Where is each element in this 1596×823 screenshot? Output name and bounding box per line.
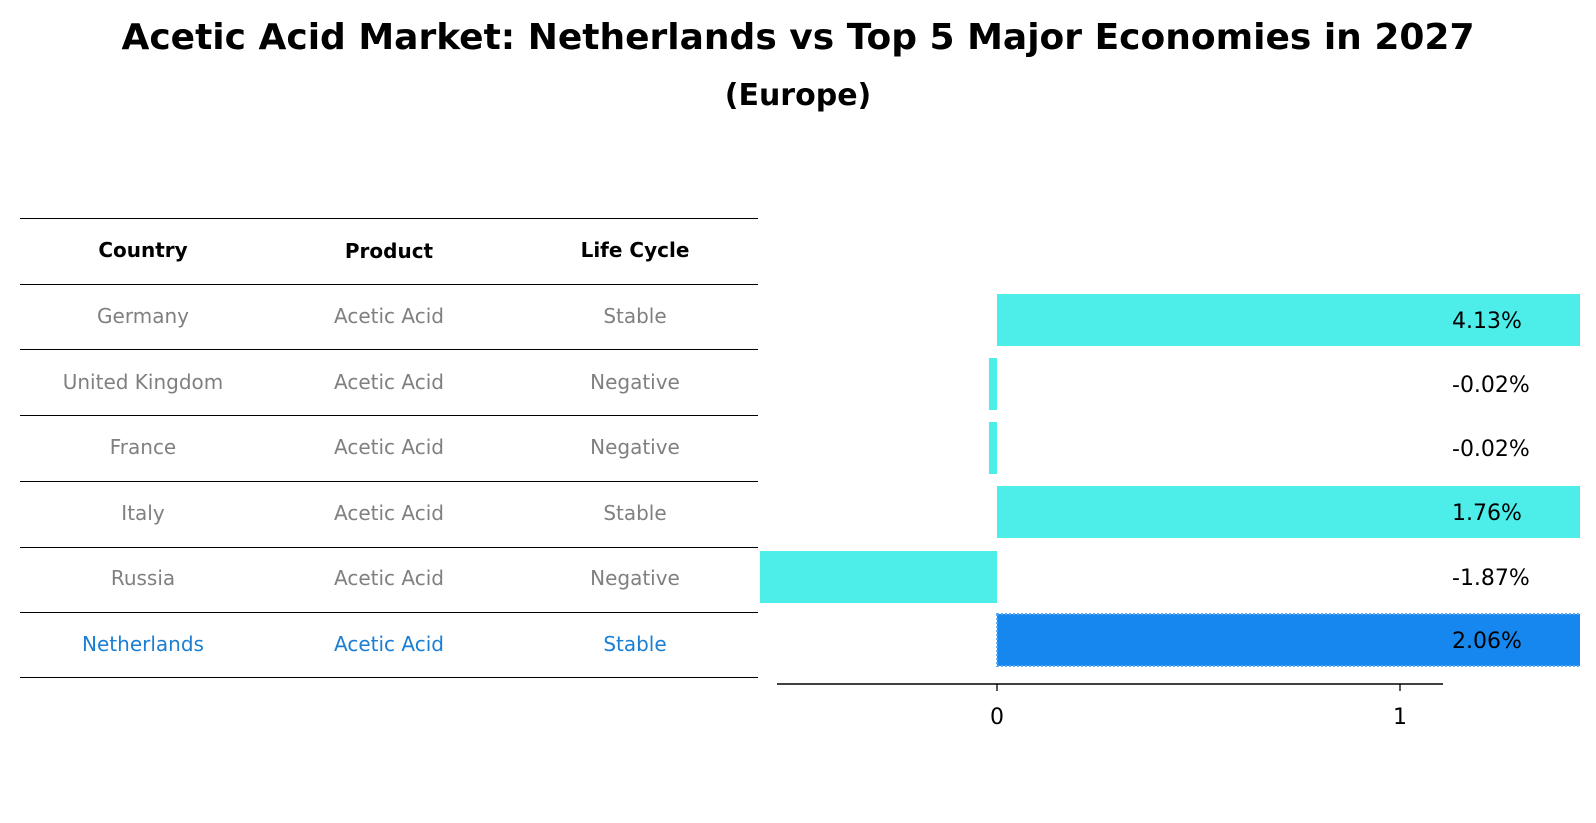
table-rule xyxy=(20,218,758,219)
column-header-country: Country xyxy=(98,238,188,262)
value-label: 1.76% xyxy=(1452,501,1522,526)
table-cell-product: Acetic Acid xyxy=(334,435,444,459)
value-label: 4.13% xyxy=(1452,309,1522,334)
table-rule xyxy=(20,349,758,350)
table-cell-product: Acetic Acid xyxy=(334,501,444,525)
table-cell-country: Italy xyxy=(121,501,165,525)
table-rule xyxy=(20,415,758,416)
table-cell-product: Acetic Acid xyxy=(334,304,444,328)
bar-highlight xyxy=(996,613,1580,667)
value-label: -0.02% xyxy=(1452,437,1530,462)
table-rule xyxy=(20,612,758,613)
column-header-life-cycle: Life Cycle xyxy=(580,238,690,262)
bar xyxy=(988,358,997,410)
table-cell-life-cycle: Stable xyxy=(603,304,667,328)
chart-title: Acetic Acid Market: Netherlands vs Top 5… xyxy=(121,17,1475,58)
table-cell-country-highlight: Netherlands xyxy=(82,632,204,656)
table-rule xyxy=(20,481,758,482)
bar-chart: 4.13%-0.02%-0.02%1.76%-1.87%2.06%−2−1012… xyxy=(760,294,1580,730)
table-cell-life-cycle: Negative xyxy=(590,566,680,590)
table-cell-life-cycle: Negative xyxy=(590,435,680,459)
chart-subtitle: (Europe) xyxy=(724,78,872,113)
table-cell-country: Germany xyxy=(97,304,189,328)
table-cell-life-cycle: Negative xyxy=(590,370,680,394)
table-rule xyxy=(20,677,758,678)
table-rule xyxy=(20,284,758,285)
table-cell-product: Acetic Acid xyxy=(334,370,444,394)
table-cell-country: France xyxy=(109,435,177,459)
table-cell-country: United Kingdom xyxy=(62,370,224,394)
value-label: -0.02% xyxy=(1452,373,1530,398)
value-label: 2.06% xyxy=(1452,629,1522,654)
bar xyxy=(760,551,997,603)
column-header-product: Product xyxy=(344,239,434,263)
table-cell-product: Acetic Acid xyxy=(334,566,444,590)
table-cell-life-cycle-highlight: Stable xyxy=(603,632,667,656)
value-label: -1.87% xyxy=(1452,566,1530,591)
table-rule xyxy=(20,547,758,548)
bar xyxy=(997,486,1580,538)
x-tick-label: 1 xyxy=(1393,705,1407,730)
x-tick-label: 0 xyxy=(990,705,1004,730)
bar xyxy=(997,294,1580,346)
table-cell-country: Russia xyxy=(110,566,176,590)
table-cell-life-cycle: Stable xyxy=(603,501,667,525)
table-cell-product-highlight: Acetic Acid xyxy=(334,632,444,656)
bar xyxy=(988,422,997,474)
